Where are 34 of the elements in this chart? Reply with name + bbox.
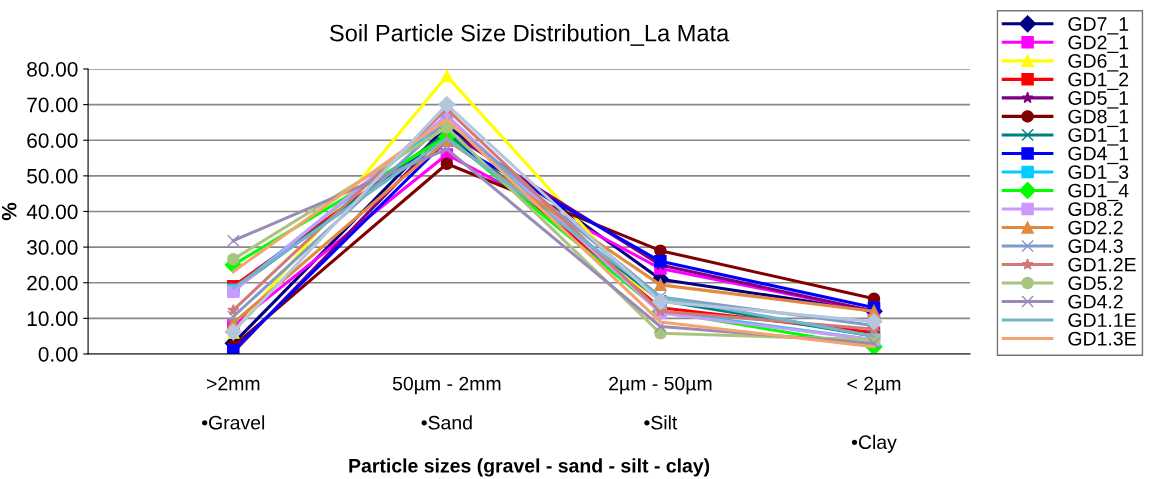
- category-label: >2mm •Gravel: [202, 376, 265, 430]
- category-label: < 2µm •Clay: [847, 376, 901, 453]
- legend-label: GD6_1: [1068, 54, 1129, 72]
- legend-label: GD1_3: [1068, 165, 1129, 183]
- legend-label: GD4.3: [1068, 239, 1123, 253]
- legend-label: GD7_1: [1068, 17, 1129, 35]
- legend-label: GD1.3E: [1068, 331, 1136, 346]
- legend-label: GD8_1: [1068, 109, 1129, 128]
- legend-label: GD2.2: [1068, 220, 1123, 235]
- y-tick-label: 20.00: [27, 275, 78, 291]
- legend-label: GD1_1: [1068, 128, 1129, 146]
- y-tick-label: 10.00: [27, 311, 78, 327]
- y-tick-label: 60.00: [27, 133, 78, 148]
- legend-label: GD8.2: [1068, 202, 1123, 216]
- legend-label: GD5.2: [1068, 276, 1123, 291]
- x-tick-label: 2µm - 50µm •Silt: [609, 376, 712, 430]
- y-tick-label: 30.00: [27, 240, 78, 255]
- x-axis-title: Particle sizes (gravel - sand - silt - clay): [349, 458, 710, 477]
- legend-label: GD2_1: [1068, 35, 1129, 54]
- legend-label: GD4.2: [1068, 294, 1123, 309]
- y-tick-label: 70.00: [27, 97, 78, 113]
- legend-label: GD4_1: [1068, 146, 1129, 165]
- y-tick-label: 80.00: [27, 61, 78, 77]
- legend-label: GD1.2E: [1068, 257, 1136, 272]
- y-axis-title: %: [1, 202, 17, 221]
- y-tick-label: 50.00: [27, 168, 78, 184]
- y-tick-label: 40.00: [26, 204, 78, 220]
- y-tick-label: 0.00: [38, 346, 78, 362]
- legend-label: GD1_4: [1068, 183, 1129, 202]
- chart-title: Soil Particle Size Distribution_La Mata: [330, 24, 730, 46]
- legend-label: GD1.1E: [1068, 313, 1136, 328]
- x-tick-label: 50µm - 2mm •Sand: [392, 376, 501, 430]
- legend-label: GD1_2: [1068, 72, 1129, 91]
- legend-label: GD5_1: [1068, 91, 1129, 109]
